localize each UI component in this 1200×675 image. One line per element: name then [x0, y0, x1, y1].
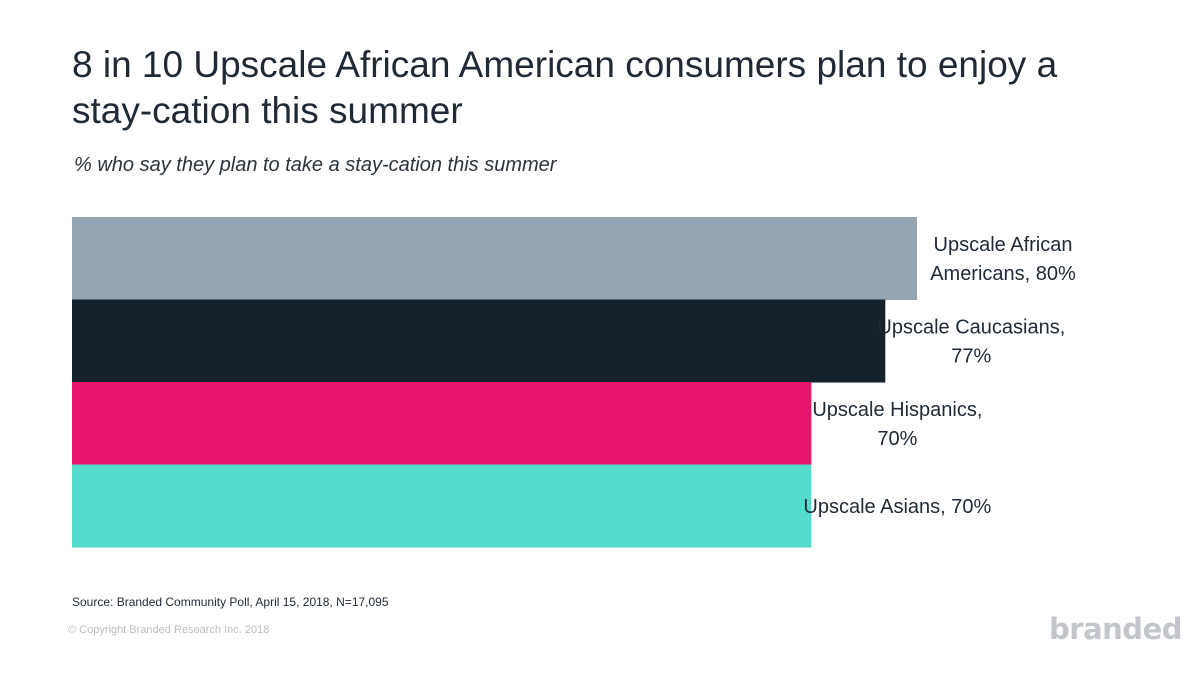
- chart-title: 8 in 10 Upscale African American consume…: [72, 44, 1058, 131]
- source-note: Source: Branded Community Poll, April 15…: [72, 595, 389, 609]
- chart-subtitle: % who say they plan to take a stay-catio…: [74, 154, 557, 176]
- bar-3: [72, 382, 812, 465]
- bar-label-3: Upscale Hispanics, 70%: [812, 399, 982, 450]
- bar-label-line: 70%: [877, 428, 917, 450]
- bar-1: [72, 217, 917, 300]
- bar-label-4: Upscale Asians, 70%: [803, 496, 991, 518]
- bar-label-line: Upscale Caucasians,: [877, 316, 1065, 338]
- bar-4: [72, 464, 812, 548]
- bar-label-line: Upscale Hispanics,: [812, 399, 982, 421]
- bar-label-1: Upscale African Americans, 80%: [930, 234, 1076, 285]
- bar-label-line: Upscale Asians, 70%: [803, 496, 991, 518]
- brand-logo: branded: [1049, 612, 1182, 646]
- bar-label-2: Upscale Caucasians, 77%: [877, 316, 1065, 367]
- bar-label-line: 77%: [951, 345, 991, 367]
- bar-label-line: Upscale African: [934, 234, 1073, 256]
- copyright-note: © Copyright Branded Research Inc. 2018: [68, 624, 270, 636]
- bar-2: [72, 299, 886, 383]
- bar-label-line: Americans, 80%: [930, 263, 1076, 285]
